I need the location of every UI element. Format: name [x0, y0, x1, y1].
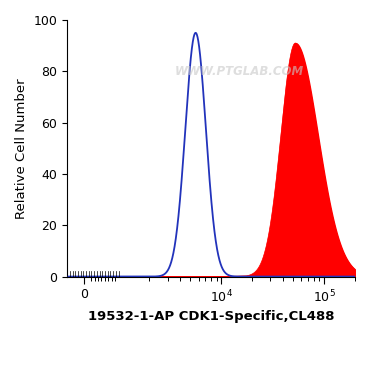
Text: 19532-1-AP CDK1-Specific,CL488: 19532-1-AP CDK1-Specific,CL488: [88, 310, 334, 323]
Y-axis label: Relative Cell Number: Relative Cell Number: [15, 78, 28, 219]
Text: WWW.PTGLAB.COM: WWW.PTGLAB.COM: [175, 65, 305, 78]
